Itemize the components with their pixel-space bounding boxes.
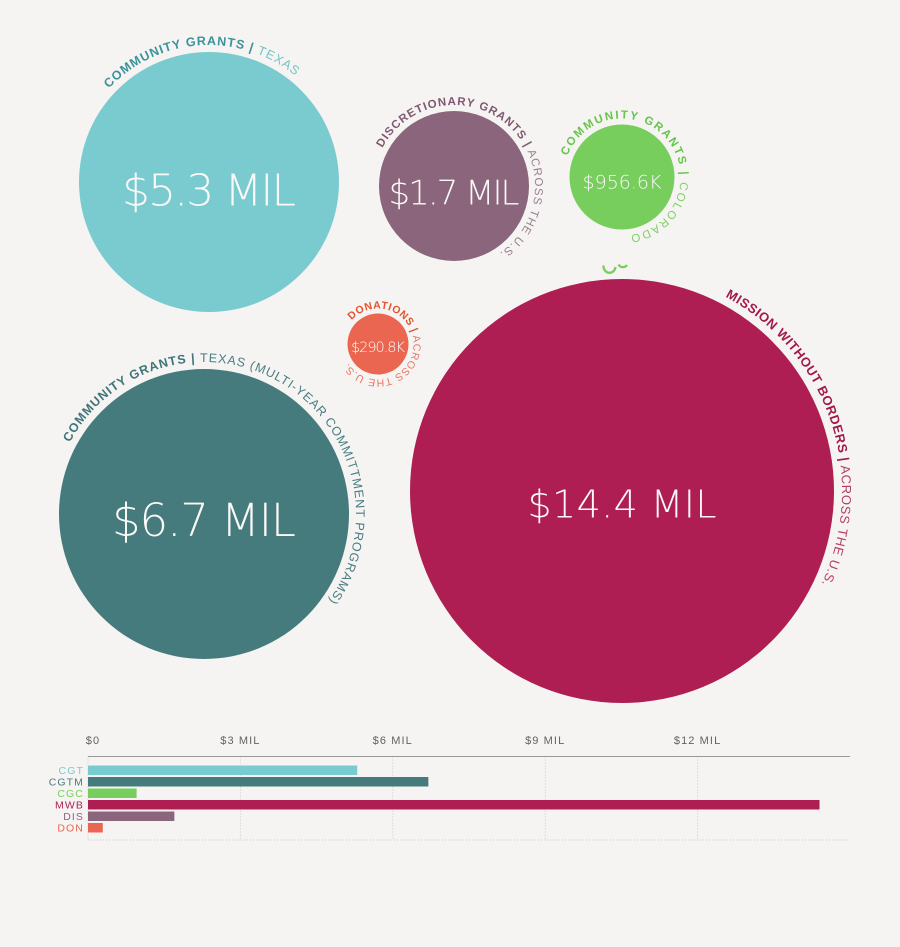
bar-chart: $0 $3 MIL $6 MIL $9 MIL $12 MIL CGTCGTMCGCMWB…: [49, 735, 850, 841]
bar-label-cgtm: CGTM: [49, 776, 84, 788]
bubble-value-dis: $1.7 MIL: [389, 174, 520, 214]
bar-don[interactable]: [88, 823, 103, 833]
bubble-circle-mwb[interactable]: [410, 279, 834, 703]
bar-dis[interactable]: [88, 811, 175, 822]
x-tick-0: $0: [86, 735, 100, 747]
bubble-value-cgc: $956.6K: [583, 172, 663, 194]
bar-label-dis: DIS: [63, 811, 84, 823]
bar-label-don: DON: [57, 822, 84, 834]
bar-label-cgc: CGC: [57, 788, 84, 800]
x-tick-12: $12 MIL: [674, 735, 721, 747]
bar-label-mwb: MWB: [55, 799, 84, 811]
bubble-circle-don[interactable]: [347, 313, 409, 375]
x-tick-6: $6 MIL: [373, 735, 413, 747]
bubble-circle-cgtm[interactable]: [59, 369, 349, 659]
bar-mwb[interactable]: [88, 800, 820, 810]
bubble-value-mwb: $14.4 MIL: [528, 483, 717, 527]
bar-cgtm[interactable]: [88, 777, 429, 787]
x-tick-9: $9 MIL: [525, 735, 565, 747]
bar-cgt[interactable]: [88, 765, 358, 776]
clipped-label-artifact: [602, 263, 628, 274]
bubble-circle-cgt[interactable]: [79, 52, 339, 312]
bubble-circle-dis[interactable]: [379, 111, 529, 261]
bubble-circle-cgc[interactable]: [569, 124, 675, 230]
x-tick-3: $3 MIL: [220, 735, 260, 747]
bubble-cgt[interactable]: COMMUNITY GRANTS | TEXAS$5.3 MIL: [79, 34, 339, 312]
bubble-value-cgtm: $6.7 MIL: [112, 494, 296, 547]
bubble-value-cgt: $5.3 MIL: [122, 166, 296, 217]
bar-cgc[interactable]: [88, 788, 137, 799]
bubble-value-don: $290.8K: [351, 340, 405, 356]
bar-label-cgt: CGT: [59, 765, 84, 777]
